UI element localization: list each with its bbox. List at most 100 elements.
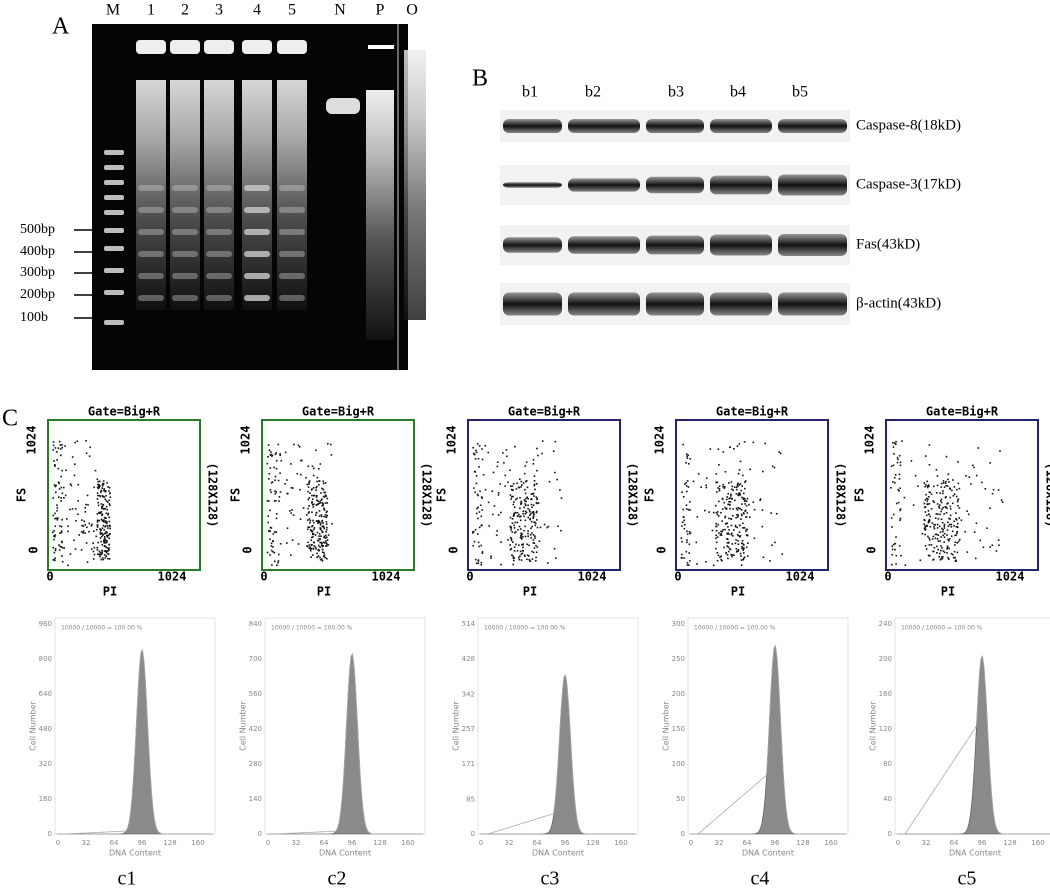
- scatter-dot: [524, 465, 527, 467]
- scatter-dot: [952, 495, 955, 497]
- scatter-dot: [954, 544, 956, 546]
- scatter-dot: [312, 506, 315, 508]
- scatter-dot: [102, 503, 105, 506]
- scatter-dot: [535, 551, 538, 553]
- scatter-dot: [737, 492, 740, 495]
- scatter-dot: [269, 554, 271, 556]
- scatter-dot: [54, 549, 57, 552]
- scatter-dot: [99, 485, 101, 487]
- scatter-dot: [939, 531, 942, 534]
- scatter-dot: [326, 539, 329, 541]
- scatter-dot: [771, 465, 774, 468]
- scatter-dot: [735, 507, 738, 510]
- scatter-dot: [979, 539, 982, 542]
- scatter-dot: [59, 448, 62, 450]
- y-tick-label: 40: [883, 795, 892, 803]
- x-tick-label: 0: [689, 839, 693, 847]
- scatter-dot: [722, 485, 724, 488]
- scatter-dot: [85, 440, 87, 442]
- scatter-dot: [953, 520, 955, 523]
- scatter-dot: [59, 444, 62, 446]
- scatter-dot: [727, 546, 730, 548]
- scatter-dot: [716, 536, 719, 538]
- scatter-dot: [717, 448, 720, 450]
- x-tick-label: 32: [922, 839, 931, 847]
- scatter-dot: [101, 495, 104, 497]
- ladder-band: [172, 207, 198, 213]
- scatter-dot: [943, 523, 946, 526]
- scatter-dot: [101, 552, 103, 555]
- scatter-dot: [278, 500, 280, 502]
- scatter-dot: [688, 531, 691, 533]
- scatter-dot: [934, 517, 937, 519]
- scatter-dot: [61, 555, 63, 557]
- scatter-dot: [61, 546, 64, 549]
- scatter-dot: [310, 489, 313, 491]
- scatter-dot: [519, 507, 521, 510]
- scatter-dot: [319, 546, 321, 548]
- y-label: Cell Number: [869, 700, 878, 750]
- scatter-box: [675, 419, 829, 571]
- scatter-dot: [975, 474, 978, 477]
- scatter-dot: [519, 497, 521, 499]
- scatter-dot: [524, 510, 527, 513]
- scatter-dot: [689, 509, 691, 511]
- scatter-dot: [496, 465, 499, 468]
- scatter-dot: [683, 519, 685, 522]
- scatter-dot: [749, 516, 751, 518]
- scatter-dot: [956, 526, 959, 528]
- x-min: 0: [884, 570, 891, 584]
- scatter-dot: [715, 547, 717, 550]
- scatter-dot: [324, 491, 326, 494]
- scatter-dot: [316, 485, 318, 488]
- scatter-dot: [104, 498, 107, 501]
- scatter-dot: [268, 449, 271, 451]
- scatter-dot: [725, 551, 727, 554]
- scatter-dot: [109, 527, 111, 530]
- scatter-dot: [509, 544, 511, 546]
- blot-band: [710, 118, 772, 134]
- scatter-dot: [511, 485, 514, 487]
- scatter-dot: [106, 536, 109, 538]
- scatter-dot: [318, 521, 321, 524]
- scatter-dot: [530, 498, 532, 500]
- scatter-dot: [93, 530, 95, 532]
- scatter-dot: [61, 560, 64, 563]
- scatter-dot: [97, 541, 99, 544]
- scatter-dot: [955, 525, 958, 528]
- hist-peak: [480, 674, 636, 835]
- scatter-dot: [727, 532, 729, 534]
- x-min: 0: [260, 570, 267, 584]
- scatter-dot: [743, 497, 745, 499]
- scatter-dot: [520, 534, 523, 537]
- scatter-dot: [64, 445, 66, 447]
- y-tick-label: 257: [462, 725, 475, 733]
- scatter-dot: [70, 484, 73, 487]
- scatter-dot: [511, 531, 513, 533]
- scatter-dot: [924, 526, 927, 529]
- scatter-dot: [85, 542, 88, 544]
- scatter-dot: [311, 494, 313, 497]
- y-tick-label: 640: [39, 690, 52, 698]
- scatter-dot: [325, 542, 328, 544]
- scatter-dot: [108, 547, 110, 549]
- scatter-dot: [736, 483, 739, 486]
- y-tick-label: 560: [249, 690, 262, 698]
- ladder-band: [104, 150, 124, 155]
- scatter-dot: [724, 522, 727, 525]
- scatter-dot: [712, 511, 715, 514]
- scatter-dot: [106, 482, 108, 484]
- blot-band: [646, 176, 704, 194]
- scatter-dot: [950, 535, 953, 537]
- y-tick-label: 140: [249, 795, 262, 803]
- scatter-dot: [513, 506, 516, 508]
- scatter-dot: [274, 490, 276, 492]
- scatter-dot: [84, 507, 86, 509]
- scatter-dot: [325, 521, 328, 523]
- scatter-dot: [895, 554, 898, 557]
- scatter-dot: [776, 512, 778, 515]
- scatter-dot: [527, 530, 529, 532]
- scatter-dot: [301, 459, 303, 462]
- ladder-band: [244, 229, 270, 235]
- scatter-dot: [536, 498, 538, 501]
